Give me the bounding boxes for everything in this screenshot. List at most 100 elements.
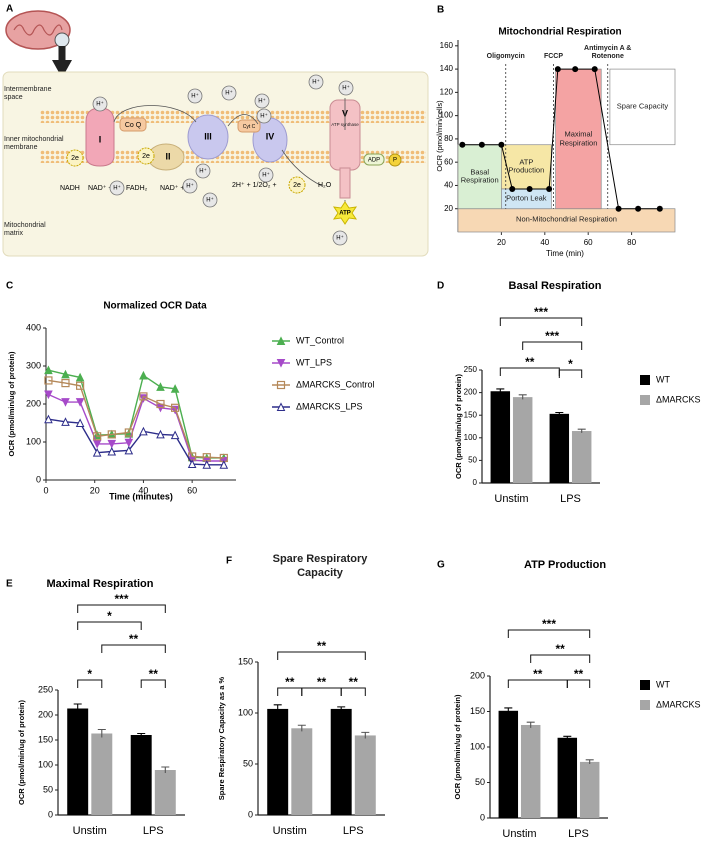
reaction-text: 2H⁺ + 1/2O₂ + — [232, 182, 277, 189]
y-tick-label: 150 — [238, 656, 253, 666]
y-tick-label: 200 — [470, 670, 485, 680]
x-tick-label: Unstim — [502, 828, 536, 840]
y-tick-label: 50 — [475, 777, 485, 787]
data-point — [44, 414, 53, 424]
y-tick-label: 50 — [243, 758, 253, 768]
region-label: Intermembrane space — [4, 86, 52, 102]
x-tick-label: 0 — [43, 485, 48, 495]
y-tick-label: 160 — [440, 41, 454, 50]
significance-label: ** — [285, 675, 295, 689]
error-bar — [504, 707, 513, 714]
significance-label: * — [568, 357, 573, 371]
proton-label: H⁺ — [260, 113, 268, 120]
y-axis-label: OCR (pmol/min/ug of protein) — [453, 694, 462, 799]
y-axis-label: OCR (pmol/min/ug of protein) — [17, 700, 26, 805]
bar — [579, 761, 600, 818]
legend-label: ΔMARCKS — [656, 699, 701, 709]
data-point — [546, 185, 553, 192]
region-label: Inner mitochondrial membrane — [4, 136, 64, 152]
proton-label: H⁺ — [191, 93, 199, 100]
legend-label: WT_LPS — [296, 357, 332, 367]
data-point — [615, 205, 622, 212]
reaction-text: NAD⁺ + — [160, 185, 185, 192]
bar — [549, 413, 570, 483]
data-point — [572, 66, 579, 73]
proton-badge — [308, 74, 324, 90]
proton-badge — [221, 85, 237, 101]
data-point — [44, 376, 53, 385]
y-tick-label: 250 — [464, 365, 478, 374]
proton-badge — [92, 96, 108, 112]
data-point — [107, 430, 116, 439]
legend-swatch — [640, 395, 650, 405]
data-point — [76, 381, 85, 390]
data-point — [75, 372, 85, 382]
error-bar — [555, 411, 564, 416]
significance-label: *** — [545, 329, 559, 343]
y-tick-label: 100 — [26, 436, 41, 446]
legend-marker — [276, 402, 286, 411]
y-tick-label: 80 — [444, 134, 453, 143]
data-point — [591, 66, 598, 73]
significance-bracket — [340, 687, 366, 696]
y-axis-label: Spare Respiratory Capacity as a % — [217, 676, 226, 800]
x-tick-label: 80 — [627, 238, 636, 247]
significance-bracket — [101, 644, 166, 653]
y-tick-label: 0 — [473, 478, 478, 487]
y-tick-label: 100 — [464, 433, 478, 442]
electron-label: 2e — [293, 182, 301, 189]
data-point — [170, 430, 180, 440]
proton-badge — [338, 80, 354, 96]
error-bar — [526, 721, 535, 728]
data-point — [498, 141, 505, 148]
proton-badge — [109, 180, 125, 196]
mitochondrion-icon — [5, 10, 71, 50]
y-tick-label: 40 — [444, 181, 453, 190]
y-tick-label: 200 — [26, 398, 41, 408]
data-point — [156, 399, 165, 409]
legend-label: ΔMARCKS_Control — [296, 379, 375, 389]
data-point — [635, 205, 642, 212]
significance-bracket — [277, 651, 366, 660]
bar — [130, 735, 152, 815]
legend-label: WT — [656, 679, 670, 689]
error-bar — [518, 394, 527, 400]
y-tick-label: 100 — [38, 759, 53, 769]
error-bar — [496, 388, 505, 394]
chart-title: Maximal Respiration — [47, 578, 154, 590]
significance-label: ** — [349, 675, 359, 689]
significance-label: ** — [317, 675, 327, 689]
x-tick-label: LPS — [143, 825, 164, 837]
y-tick-label: 0 — [36, 474, 41, 484]
x-tick-label: Unstim — [273, 825, 307, 837]
region-label: Spare Capacity — [616, 101, 669, 111]
significance-bracket — [140, 679, 166, 688]
chart-title: Mitochondrial Respiration — [498, 27, 621, 38]
legend-swatch — [640, 700, 650, 710]
error-bar — [577, 428, 586, 433]
y-tick-label: 20 — [444, 204, 453, 213]
x-axis-label: Time (minutes) — [109, 491, 173, 501]
proton-badge — [258, 167, 274, 183]
y-tick-label: 0 — [248, 809, 253, 819]
electron-flow — [227, 114, 259, 127]
y-tick-label: 400 — [26, 322, 41, 332]
error-bar — [297, 724, 306, 732]
y-tick-label: 60 — [444, 157, 453, 166]
x-tick-label: LPS — [568, 828, 589, 840]
proton-label: H⁺ — [199, 168, 207, 175]
data-point — [44, 390, 53, 400]
proton-badge — [195, 163, 211, 179]
x-tick-label: LPS — [560, 493, 581, 505]
y-tick-label: 120 — [440, 87, 454, 96]
arrow-head — [52, 60, 72, 78]
significance-label: ** — [149, 667, 159, 681]
proton-label: H⁺ — [262, 172, 270, 179]
proton-label: H⁺ — [336, 235, 344, 242]
x-axis-label: Time (min) — [546, 249, 584, 258]
region-label: Mitochondrial matrix — [4, 222, 46, 238]
y-tick-label: 200 — [38, 709, 53, 719]
bar — [91, 733, 113, 815]
